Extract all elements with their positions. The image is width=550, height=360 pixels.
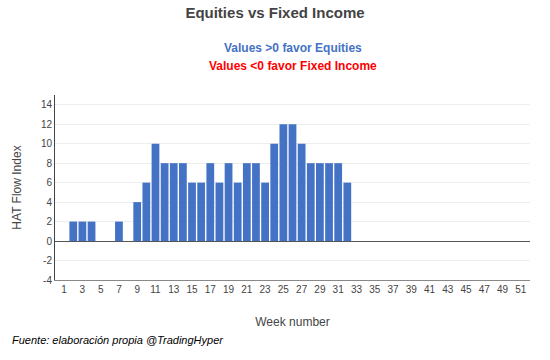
svg-text:3: 3	[80, 284, 86, 295]
svg-text:31: 31	[333, 284, 345, 295]
svg-text:12: 12	[41, 119, 53, 130]
svg-text:11: 11	[150, 284, 161, 295]
svg-text:29: 29	[314, 284, 326, 295]
svg-text:7: 7	[116, 284, 122, 295]
svg-text:Fuente: elaboración propia @Tr: Fuente: elaboración propia @TradingHyper	[12, 334, 224, 346]
svg-text:49: 49	[497, 284, 509, 295]
svg-text:14: 14	[41, 99, 53, 110]
svg-text:47: 47	[479, 284, 491, 295]
svg-text:Week number: Week number	[255, 315, 329, 329]
svg-text:51: 51	[515, 284, 527, 295]
svg-text:10: 10	[41, 138, 53, 149]
svg-text:Values <0 favor Fixed Income: Values <0 favor Fixed Income	[209, 59, 377, 73]
svg-text:19: 19	[223, 284, 235, 295]
svg-text:21: 21	[241, 284, 253, 295]
svg-text:23: 23	[260, 284, 272, 295]
svg-text:-2: -2	[43, 255, 52, 266]
svg-text:9: 9	[134, 284, 140, 295]
svg-text:15: 15	[186, 284, 198, 295]
svg-text:1: 1	[61, 284, 67, 295]
svg-text:2: 2	[46, 216, 52, 227]
svg-text:39: 39	[406, 284, 418, 295]
svg-text:33: 33	[351, 284, 363, 295]
svg-text:8: 8	[46, 158, 52, 169]
svg-text:43: 43	[442, 284, 454, 295]
svg-text:HAT Flow Index: HAT Flow Index	[10, 145, 24, 229]
svg-text:45: 45	[460, 284, 472, 295]
svg-text:35: 35	[369, 284, 381, 295]
svg-text:41: 41	[424, 284, 436, 295]
svg-text:-4: -4	[43, 275, 52, 286]
svg-text:37: 37	[387, 284, 399, 295]
svg-text:6: 6	[46, 177, 52, 188]
svg-text:4: 4	[46, 197, 52, 208]
svg-text:0: 0	[46, 236, 52, 247]
svg-text:27: 27	[296, 284, 308, 295]
svg-text:5: 5	[98, 284, 104, 295]
svg-text:Values >0 favor Equities: Values >0 favor Equities	[224, 41, 362, 55]
svg-text:Equities vs Fixed Income: Equities vs Fixed Income	[185, 4, 364, 21]
svg-text:17: 17	[205, 284, 217, 295]
svg-text:25: 25	[278, 284, 290, 295]
svg-text:13: 13	[168, 284, 180, 295]
